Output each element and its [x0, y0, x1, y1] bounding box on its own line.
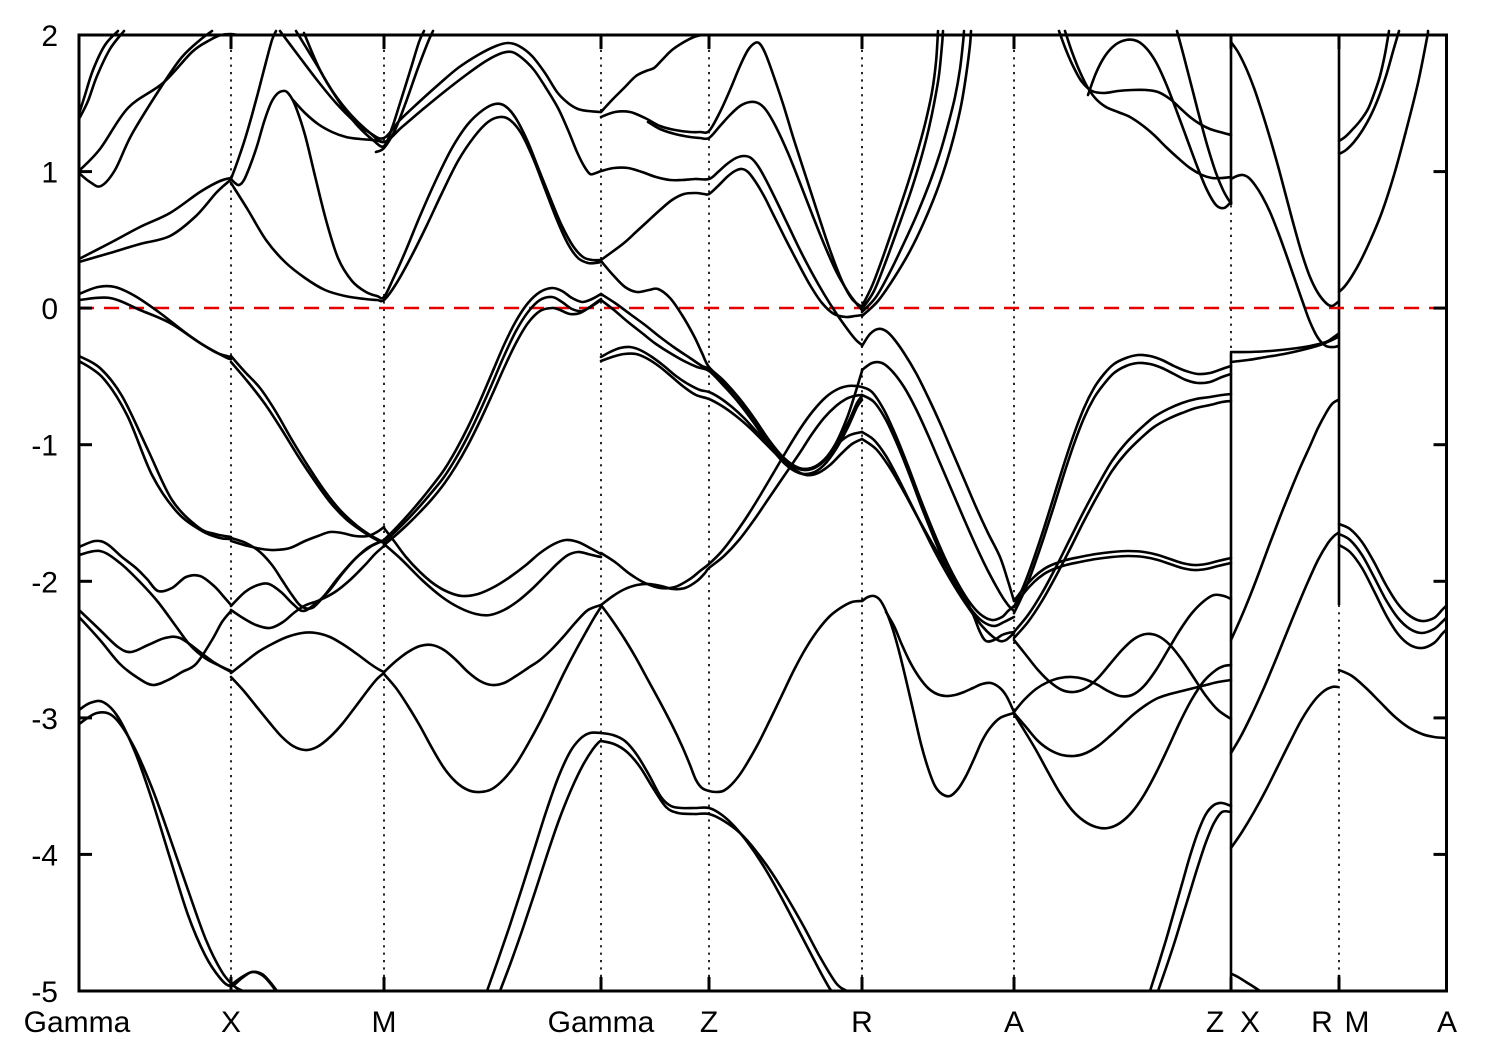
- svg-text:-5: -5: [31, 976, 58, 1009]
- svg-text:R: R: [851, 1006, 873, 1039]
- svg-text:X: X: [1240, 1006, 1260, 1039]
- svg-text:-3: -3: [31, 703, 58, 736]
- svg-text:1: 1: [41, 157, 58, 190]
- svg-text:A: A: [1004, 1006, 1024, 1039]
- svg-text:A: A: [1437, 1006, 1457, 1039]
- svg-text:2: 2: [41, 20, 58, 53]
- svg-text:M: M: [1345, 1006, 1370, 1039]
- svg-text:X: X: [221, 1006, 241, 1039]
- svg-text:Gamma: Gamma: [548, 1006, 655, 1039]
- svg-text:R: R: [1311, 1006, 1333, 1039]
- svg-text:Z: Z: [700, 1006, 718, 1039]
- svg-text:-4: -4: [31, 839, 58, 872]
- svg-text:-1: -1: [31, 430, 58, 463]
- svg-text:Gamma: Gamma: [24, 1006, 131, 1039]
- svg-text:0: 0: [41, 293, 58, 326]
- svg-text:Z: Z: [1206, 1006, 1224, 1039]
- svg-text:-2: -2: [31, 566, 58, 599]
- svg-text:M: M: [372, 1006, 397, 1039]
